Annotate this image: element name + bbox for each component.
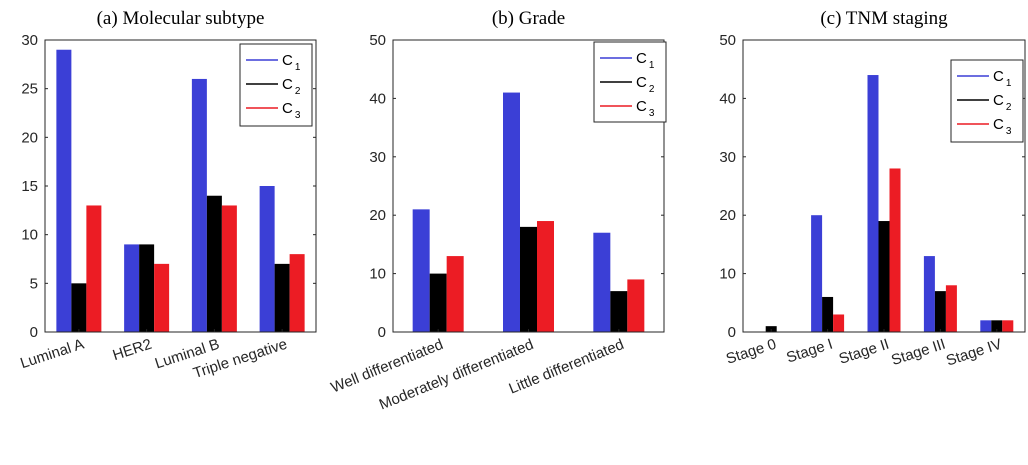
y-tick-label: 5 bbox=[30, 275, 38, 292]
y-tick-label: 20 bbox=[369, 207, 386, 224]
bar-stage-iii-c1 bbox=[923, 256, 935, 332]
y-tick-label: 0 bbox=[728, 324, 736, 341]
y-tick-label: 40 bbox=[719, 90, 736, 107]
legend-box bbox=[950, 59, 1024, 143]
x-tick-label: Stage III bbox=[889, 336, 947, 369]
bar-stage-i-c2 bbox=[822, 296, 834, 332]
bar-her2-c2 bbox=[139, 244, 155, 332]
bar-little-differentiated-c1 bbox=[593, 232, 611, 332]
axes-box bbox=[44, 39, 317, 333]
bar-well-differentiated-c2 bbox=[429, 273, 447, 332]
y-tick-label: 30 bbox=[719, 149, 736, 166]
bar-triple-negative-c1 bbox=[259, 186, 275, 332]
y-tick-label: 20 bbox=[719, 207, 736, 224]
bar-stage-iv-c2 bbox=[991, 320, 1003, 332]
bar-stage-iii-c3 bbox=[945, 285, 957, 332]
bar-stage-i-c1 bbox=[811, 215, 823, 332]
y-tick-label: 40 bbox=[369, 90, 386, 107]
y-tick-label: 30 bbox=[369, 149, 386, 166]
x-tick-label: Moderately differentiated bbox=[377, 336, 536, 414]
bar-luminal-a-c3 bbox=[86, 205, 102, 332]
chart-title: (b) Grade bbox=[492, 8, 565, 29]
legend: C 1 C 2 C 3 bbox=[593, 41, 667, 123]
bar-stage-ii-c2 bbox=[878, 221, 890, 332]
y-tick-label: 10 bbox=[21, 227, 38, 244]
bar-her2-c3 bbox=[154, 263, 170, 332]
axes-box bbox=[392, 39, 665, 333]
legend: C 1 C 2 C 3 bbox=[239, 43, 313, 127]
bar-her2-c1 bbox=[124, 244, 140, 332]
bar-stage-i-c3 bbox=[833, 314, 845, 332]
bar-stage-iii-c2 bbox=[934, 291, 946, 332]
bar-moderately-differentiated-c3 bbox=[537, 221, 554, 332]
y-tick-label: 0 bbox=[378, 324, 386, 341]
x-tick-label: HER2 bbox=[111, 336, 154, 365]
y-tick-label: 50 bbox=[719, 32, 736, 49]
chart-title: (c) TNM staging bbox=[820, 8, 948, 29]
legend-box bbox=[239, 43, 313, 127]
y-tick-label: 20 bbox=[21, 129, 38, 146]
y-tick-label: 10 bbox=[719, 266, 736, 283]
y-tick-label: 0 bbox=[30, 324, 38, 341]
x-tick-label: Stage II bbox=[837, 336, 891, 368]
y-tick-label: 15 bbox=[21, 178, 38, 195]
bar-luminal-a-c2 bbox=[71, 283, 87, 332]
y-tick-label: 10 bbox=[369, 266, 386, 283]
bar-triple-negative-c3 bbox=[289, 254, 305, 332]
x-tick-label: Luminal A bbox=[18, 336, 86, 373]
y-tick-label: 25 bbox=[21, 81, 38, 98]
x-tick-label: Stage I bbox=[784, 336, 834, 367]
bar-little-differentiated-c3 bbox=[627, 279, 645, 332]
bar-luminal-a-c1 bbox=[56, 49, 72, 332]
bar-little-differentiated-c2 bbox=[610, 291, 628, 332]
bar-moderately-differentiated-c1 bbox=[503, 92, 520, 332]
bar-well-differentiated-c1 bbox=[412, 209, 430, 332]
bar-stage-ii-c3 bbox=[889, 168, 901, 332]
bar-luminal-b-c2 bbox=[206, 195, 222, 332]
bar-stage-iv-c1 bbox=[980, 320, 992, 332]
axes-box bbox=[742, 39, 1026, 333]
bar-luminal-b-c1 bbox=[191, 78, 207, 332]
bar-stage-iv-c3 bbox=[1002, 320, 1014, 332]
bar-triple-negative-c2 bbox=[274, 263, 290, 332]
legend: C 1 C 2 C 3 bbox=[950, 59, 1024, 143]
x-tick-label: Stage IV bbox=[944, 336, 1004, 370]
bar-stage-ii-c1 bbox=[867, 75, 879, 332]
chart-title: (a) Molecular subtype bbox=[97, 8, 265, 29]
bar-luminal-b-c3 bbox=[221, 205, 237, 332]
y-tick-label: 50 bbox=[369, 32, 386, 49]
bar-moderately-differentiated-c2 bbox=[520, 226, 537, 332]
bar-well-differentiated-c3 bbox=[446, 256, 464, 332]
y-tick-label: 30 bbox=[21, 32, 38, 49]
